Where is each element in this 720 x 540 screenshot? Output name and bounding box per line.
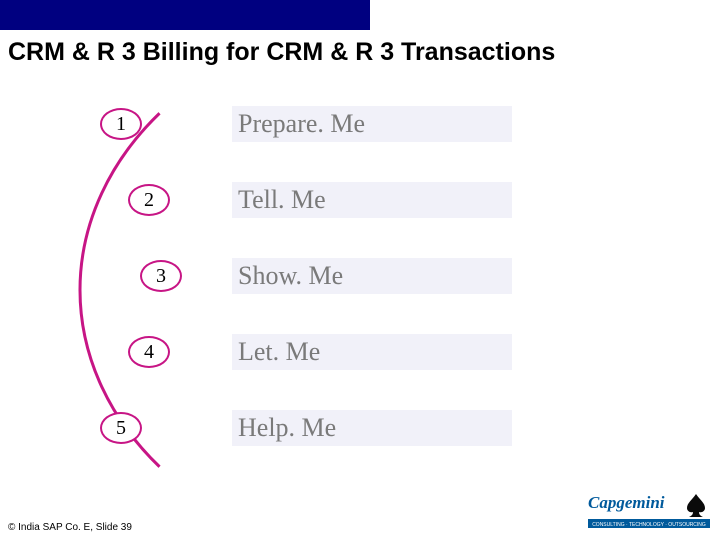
brand-logo-spade-icon <box>687 494 705 517</box>
brand-logo: Capgemini CONSULTING · TECHNOLOGY · OUTS… <box>588 492 710 530</box>
step-node-5-num: 5 <box>116 417 126 440</box>
step-node-1: 1 <box>100 108 142 140</box>
page-title: CRM & R 3 Billing for CRM & R 3 Transact… <box>8 38 555 67</box>
step-label-3: Show. Me <box>232 258 512 294</box>
step-node-1-num: 1 <box>116 113 126 136</box>
step-node-2-num: 2 <box>144 189 154 212</box>
step-label-4: Let. Me <box>232 334 512 370</box>
step-node-4-num: 4 <box>144 341 154 364</box>
step-label-1: Prepare. Me <box>232 106 512 142</box>
step-node-4: 4 <box>128 336 170 368</box>
brand-logo-text: Capgemini <box>588 493 665 512</box>
step-node-3-num: 3 <box>156 265 166 288</box>
step-node-5: 5 <box>100 412 142 444</box>
step-label-5: Help. Me <box>232 410 512 446</box>
step-node-3: 3 <box>140 260 182 292</box>
step-label-2: Tell. Me <box>232 182 512 218</box>
brand-logo-tagline: CONSULTING · TECHNOLOGY · OUTSOURCING <box>592 522 706 528</box>
step-node-2: 2 <box>128 184 170 216</box>
title-top-bar <box>0 0 370 30</box>
footer-copyright: © India SAP Co. E, Slide 39 <box>8 522 132 533</box>
